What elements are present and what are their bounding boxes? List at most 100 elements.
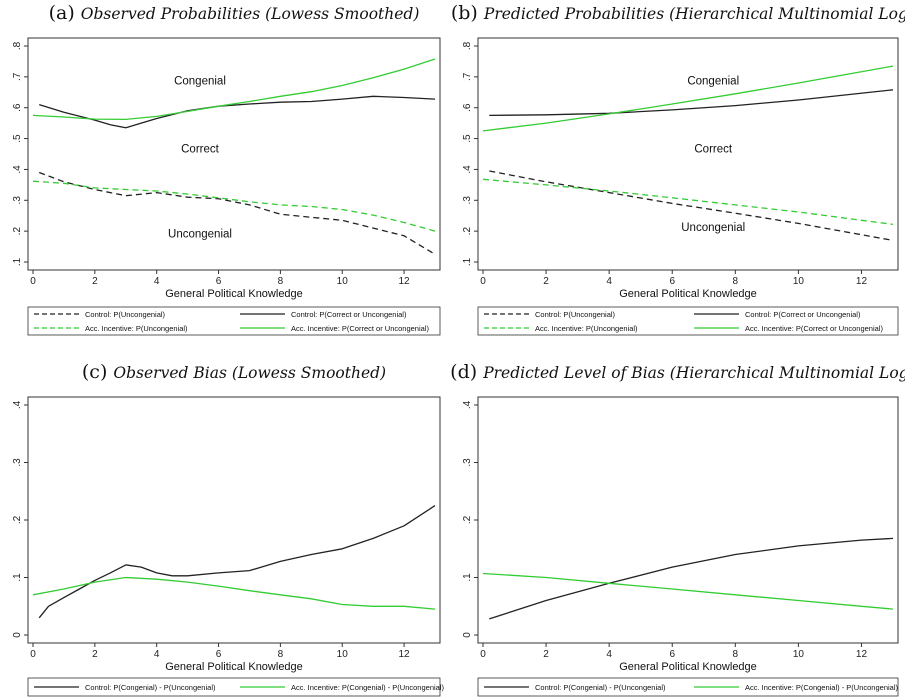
y-tick-label: .3 xyxy=(462,458,473,467)
legend-label: Control: P(Correct or Uncongenial) xyxy=(291,310,407,319)
y-tick-label: .2 xyxy=(12,227,23,236)
x-axis-label: General Political Knowledge xyxy=(165,661,303,673)
curve-annotation: Uncongenial xyxy=(681,222,745,234)
x-tick-label: 12 xyxy=(399,649,411,660)
x-tick-label: 8 xyxy=(733,649,739,660)
legend-frame xyxy=(477,306,899,336)
plot-frame xyxy=(477,37,899,271)
series-line-1 xyxy=(38,171,436,255)
y-tick-label: .2 xyxy=(462,227,473,236)
legend-frame xyxy=(27,677,441,697)
legend: Control: P(Uncongenial) Control: P(Correc… xyxy=(477,306,899,336)
y-tick-label: 0 xyxy=(462,632,473,638)
curve-annotation: Congenial xyxy=(687,76,739,88)
x-tick-label: 10 xyxy=(337,276,349,287)
x-tick-label: 2 xyxy=(543,649,549,660)
legend-label: Acc. Incentive: P(Correct or Uncongenial… xyxy=(291,324,429,333)
x-axis-label: General Political Knowledge xyxy=(619,661,757,673)
x-tick-label: 10 xyxy=(793,649,805,660)
panel-letter: (d) xyxy=(450,361,483,383)
panel-letter: (c) xyxy=(82,361,114,383)
legend: Control: P(Uncongenial) Control: P(Correc… xyxy=(27,306,441,336)
x-tick-label: 12 xyxy=(399,276,411,287)
x-tick-label: 10 xyxy=(337,649,349,660)
panel-d: (d) Predicted Level of Bias (Hierarchica… xyxy=(450,361,905,697)
y-tick-label: .1 xyxy=(462,257,473,266)
legend-label: Control: P(Uncongenial) xyxy=(85,310,166,319)
x-tick-label: 8 xyxy=(733,276,739,287)
series-line-2 xyxy=(32,576,436,610)
y-tick-label: 0 xyxy=(12,632,23,638)
series-line-3 xyxy=(482,178,894,226)
y-tick-label: .2 xyxy=(12,515,23,524)
series-line-1 xyxy=(38,505,436,619)
panel-title: (c) Observed Bias (Lowess Smoothed) xyxy=(82,361,386,383)
x-tick-label: 0 xyxy=(30,649,36,660)
y-tick-label: .1 xyxy=(462,573,473,582)
plot-frame xyxy=(27,396,441,644)
x-tick-label: 4 xyxy=(606,276,612,287)
x-tick-label: 2 xyxy=(92,649,98,660)
y-tick-label: .3 xyxy=(462,196,473,205)
legend-label: Acc. Incentive: P(Congenial) - P(Unconge… xyxy=(745,683,898,692)
panel-title: (d) Predicted Level of Bias (Hierarchica… xyxy=(450,361,905,383)
panel-title-text: Observed Bias (Lowess Smoothed) xyxy=(113,364,386,382)
x-tick-label: 12 xyxy=(856,276,868,287)
plot-frame xyxy=(477,396,899,644)
panel-b: (b) Predicted Probabilities (Hierarchica… xyxy=(451,2,905,336)
legend: Control: P(Congenial) - P(Uncongenial) Ac… xyxy=(477,677,899,697)
x-axis-label: General Political Knowledge xyxy=(619,288,757,300)
plot-frame xyxy=(27,37,441,271)
x-axis-label: General Political Knowledge xyxy=(165,288,303,300)
panel-letter: (b) xyxy=(451,2,484,24)
x-tick-label: 10 xyxy=(793,276,805,287)
y-tick-label: .3 xyxy=(12,458,23,467)
y-tick-label: .1 xyxy=(12,573,23,582)
y-tick-label: .6 xyxy=(12,103,23,112)
panel-title: (a) Observed Probabilities (Lowess Smoot… xyxy=(49,2,420,24)
curve-annotation: Uncongenial xyxy=(168,228,232,240)
y-tick-label: .7 xyxy=(462,72,473,81)
series-line-3 xyxy=(32,180,436,232)
curve-annotation: Congenial xyxy=(174,76,226,88)
x-tick-label: 4 xyxy=(154,649,160,660)
y-tick-label: .5 xyxy=(462,134,473,143)
curve-annotation: Correct xyxy=(694,143,733,155)
series-line-1 xyxy=(489,170,894,242)
y-tick-label: .6 xyxy=(462,103,473,112)
y-tick-label: .4 xyxy=(462,165,473,174)
legend-label: Control: P(Congenial) - P(Uncongenial) xyxy=(535,683,666,692)
y-tick-label: .1 xyxy=(12,257,23,266)
y-tick-label: .8 xyxy=(462,41,473,50)
legend-label: Acc. Incentive: P(Uncongenial) xyxy=(535,324,638,333)
panel-letter: (a) xyxy=(49,2,81,24)
series-line-2 xyxy=(489,89,894,117)
legend-label: Acc. Incentive: P(Congenial) - P(Unconge… xyxy=(291,683,444,692)
legend-frame xyxy=(27,306,441,336)
x-tick-label: 2 xyxy=(543,276,549,287)
legend-label: Acc. Incentive: P(Correct or Uncongenial… xyxy=(745,324,883,333)
legend-label: Acc. Incentive: P(Uncongenial) xyxy=(85,324,188,333)
series-line-4 xyxy=(32,58,436,121)
y-tick-label: .5 xyxy=(12,134,23,143)
x-tick-label: 0 xyxy=(30,276,36,287)
panel-title-text: Predicted Level of Bias (Hierarchical Mu… xyxy=(482,364,905,382)
x-tick-label: 8 xyxy=(278,276,284,287)
panel-a: (a) Observed Probabilities (Lowess Smoot… xyxy=(12,2,441,336)
x-tick-label: 8 xyxy=(278,649,284,660)
curve-annotation: Correct xyxy=(181,143,220,155)
legend-frame xyxy=(477,677,899,697)
y-tick-label: .7 xyxy=(12,72,23,81)
legend-label: Control: P(Uncongenial) xyxy=(535,310,616,319)
series-line-4 xyxy=(482,65,894,132)
y-tick-label: .2 xyxy=(462,515,473,524)
panel-c: (c) Observed Bias (Lowess Smoothed) 0 2 4 6 8… xyxy=(12,361,444,697)
series-line-1 xyxy=(489,537,894,620)
x-tick-label: 6 xyxy=(216,649,222,660)
x-tick-label: 2 xyxy=(92,276,98,287)
y-tick-label: .8 xyxy=(12,41,23,50)
x-tick-label: 0 xyxy=(480,649,486,660)
panel-title-text: Predicted Probabilities (Hierarchical Mu… xyxy=(483,5,905,23)
series-line-2 xyxy=(482,572,894,610)
